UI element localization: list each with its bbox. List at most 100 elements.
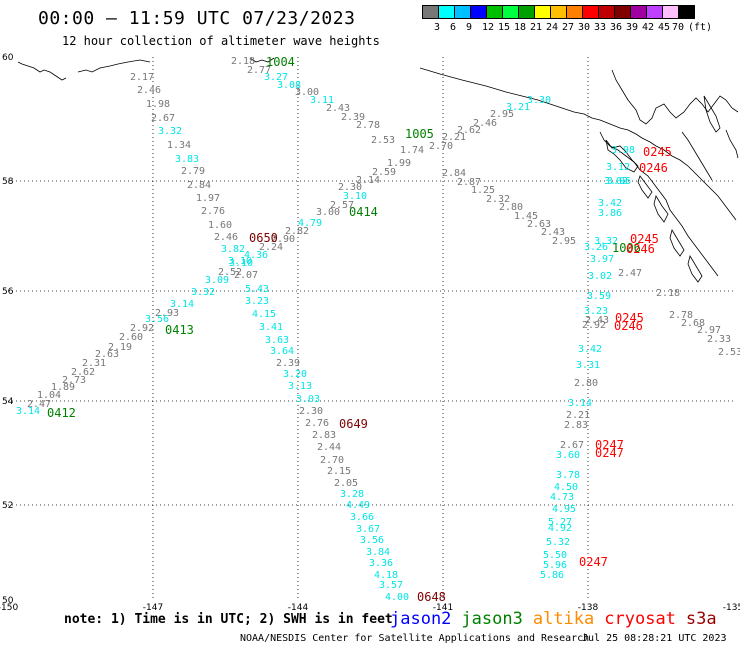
swh-value: 4.15: [252, 309, 276, 320]
swh-value: 2.05: [334, 478, 358, 489]
swh-value: 3.32: [594, 236, 618, 247]
swh-value: 3.84: [366, 547, 390, 558]
swh-value: 3.42: [598, 198, 622, 209]
colorbar-label: 33: [594, 22, 607, 33]
swh-value: 4.49: [346, 500, 370, 511]
swh-value: 1.34: [167, 140, 191, 151]
swh-value: 2.46: [214, 232, 238, 243]
swh-value: 2.62: [457, 125, 481, 136]
coastline: [17, 57, 739, 283]
colorbar-label: 15: [498, 22, 511, 33]
pass-time: 0413: [165, 323, 194, 337]
y-tick-label: 52: [2, 501, 13, 511]
colorbar-swatches: [422, 5, 695, 19]
footer-timestamp: Jul 25 08:28:21 UTC 2023: [582, 633, 727, 644]
swh-value: 2.52: [218, 267, 242, 278]
swh-value: 5.32: [546, 537, 570, 548]
swh-value: 2.92: [582, 320, 606, 331]
colorbar-label: 70: [672, 22, 685, 33]
colorbar-label: 12: [482, 22, 495, 33]
swh-value: 3.36: [369, 558, 393, 569]
swh-value: 1.60: [208, 220, 232, 231]
swh-value: 2.19: [108, 342, 132, 353]
swh-value: 2.93: [155, 308, 179, 319]
lat-lon-grid: [8, 57, 733, 600]
legend-item-cryosat: cryosat: [604, 609, 676, 629]
swh-value: 2.43: [541, 227, 565, 238]
swh-value: 3.41: [259, 322, 283, 333]
colorbar-label: 3: [434, 22, 441, 33]
swh-value: 3.20: [283, 369, 307, 380]
swh-value: 3.86: [598, 208, 622, 219]
swh-value: 2.30: [338, 182, 362, 193]
swh-value: 3.11: [310, 95, 334, 106]
pass-time: 0245: [643, 145, 672, 159]
swh-value: 3.78: [556, 470, 580, 481]
swh-value: 2.18: [231, 56, 255, 67]
colorbar-label: 45: [658, 22, 671, 33]
swh-value: 2.63: [527, 219, 551, 230]
swh-value: 3.42: [578, 344, 602, 355]
swh-value: 3.64: [270, 346, 294, 357]
swh-value: 1.99: [387, 158, 411, 169]
colorbar-label: (ft): [688, 22, 713, 33]
swh-value: 1.25: [471, 185, 495, 196]
y-tick-label: 56: [2, 287, 14, 297]
swh-value: 1.98: [146, 99, 170, 110]
legend-item-jason3: jason3: [461, 609, 523, 629]
swh-value: 4.95: [552, 504, 576, 515]
swh-value: 2.67: [151, 113, 175, 124]
pass-time: 0245: [615, 311, 644, 325]
colorbar-labels: 3 6 9 12 15 18 21 24 27 30 33 36 39 42 45 70 (ft): [422, 22, 740, 36]
legend-item-jason2: jason2: [390, 609, 452, 629]
colorbar-swatch: [678, 5, 695, 19]
colorbar-label: 36: [610, 22, 623, 33]
swh-value: 3.96: [607, 176, 631, 187]
swh-value: 4.79: [298, 218, 322, 229]
swh-value: 3.66: [350, 512, 374, 523]
swh-value: 2.95: [490, 109, 514, 120]
swh-value: 5.50: [543, 550, 567, 561]
swh-value: 2.24: [259, 242, 283, 253]
pass-time: 0247: [595, 446, 624, 460]
swh-value: 2.43: [585, 315, 609, 326]
swh-value: 3.10: [229, 258, 253, 269]
swh-value: 2.32: [486, 194, 510, 205]
pass-time: 0650: [249, 231, 278, 245]
swh-value: 4.36: [244, 250, 268, 261]
swh-value: 2.90: [271, 234, 295, 245]
swh-value: 2.33: [707, 334, 731, 345]
swh-value: 2.59: [372, 167, 396, 178]
swh-value: 2.80: [499, 202, 523, 213]
swh-value: 2.68: [681, 318, 705, 329]
swh-value: 2.73: [62, 375, 86, 386]
swh-value: 3.00: [295, 87, 319, 98]
swh-value: 2.77: [247, 65, 271, 76]
y-tick-label: 50: [2, 596, 14, 606]
swh-readings: 2.182.773.273.083.003.112.432.392.782.53…: [16, 55, 740, 604]
swh-value: 2.83: [312, 430, 336, 441]
y-tick-label: 58: [2, 177, 14, 187]
swh-value: 2.39: [276, 358, 300, 369]
swh-value: 3.98: [611, 145, 635, 156]
swh-value: 2.44: [317, 442, 341, 453]
swh-value: 5.27: [548, 517, 572, 528]
swh-value: 3.27: [264, 72, 288, 83]
swh-value: 2.47: [618, 268, 642, 279]
swh-value: 2.46: [473, 118, 497, 129]
swh-value: 3.30: [527, 95, 551, 106]
pass-time: 0246: [639, 161, 668, 175]
swh-value: 3.97: [590, 254, 614, 265]
swh-value: 3.82: [221, 244, 245, 255]
swh-value: 3.14: [170, 299, 194, 310]
swh-value: 2.47: [27, 399, 51, 410]
colorbar-label: 18: [514, 22, 527, 33]
swh-value: 3.59: [587, 291, 611, 302]
swh-value: 2.67: [560, 440, 584, 451]
swh-value: 4.73: [550, 492, 574, 503]
pass-time: 0414: [349, 205, 378, 219]
swh-value: 3.63: [265, 335, 289, 346]
swh-value: 4.18: [374, 570, 398, 581]
swh-value: 3.28: [340, 489, 364, 500]
pass-time: 0245: [630, 232, 659, 246]
